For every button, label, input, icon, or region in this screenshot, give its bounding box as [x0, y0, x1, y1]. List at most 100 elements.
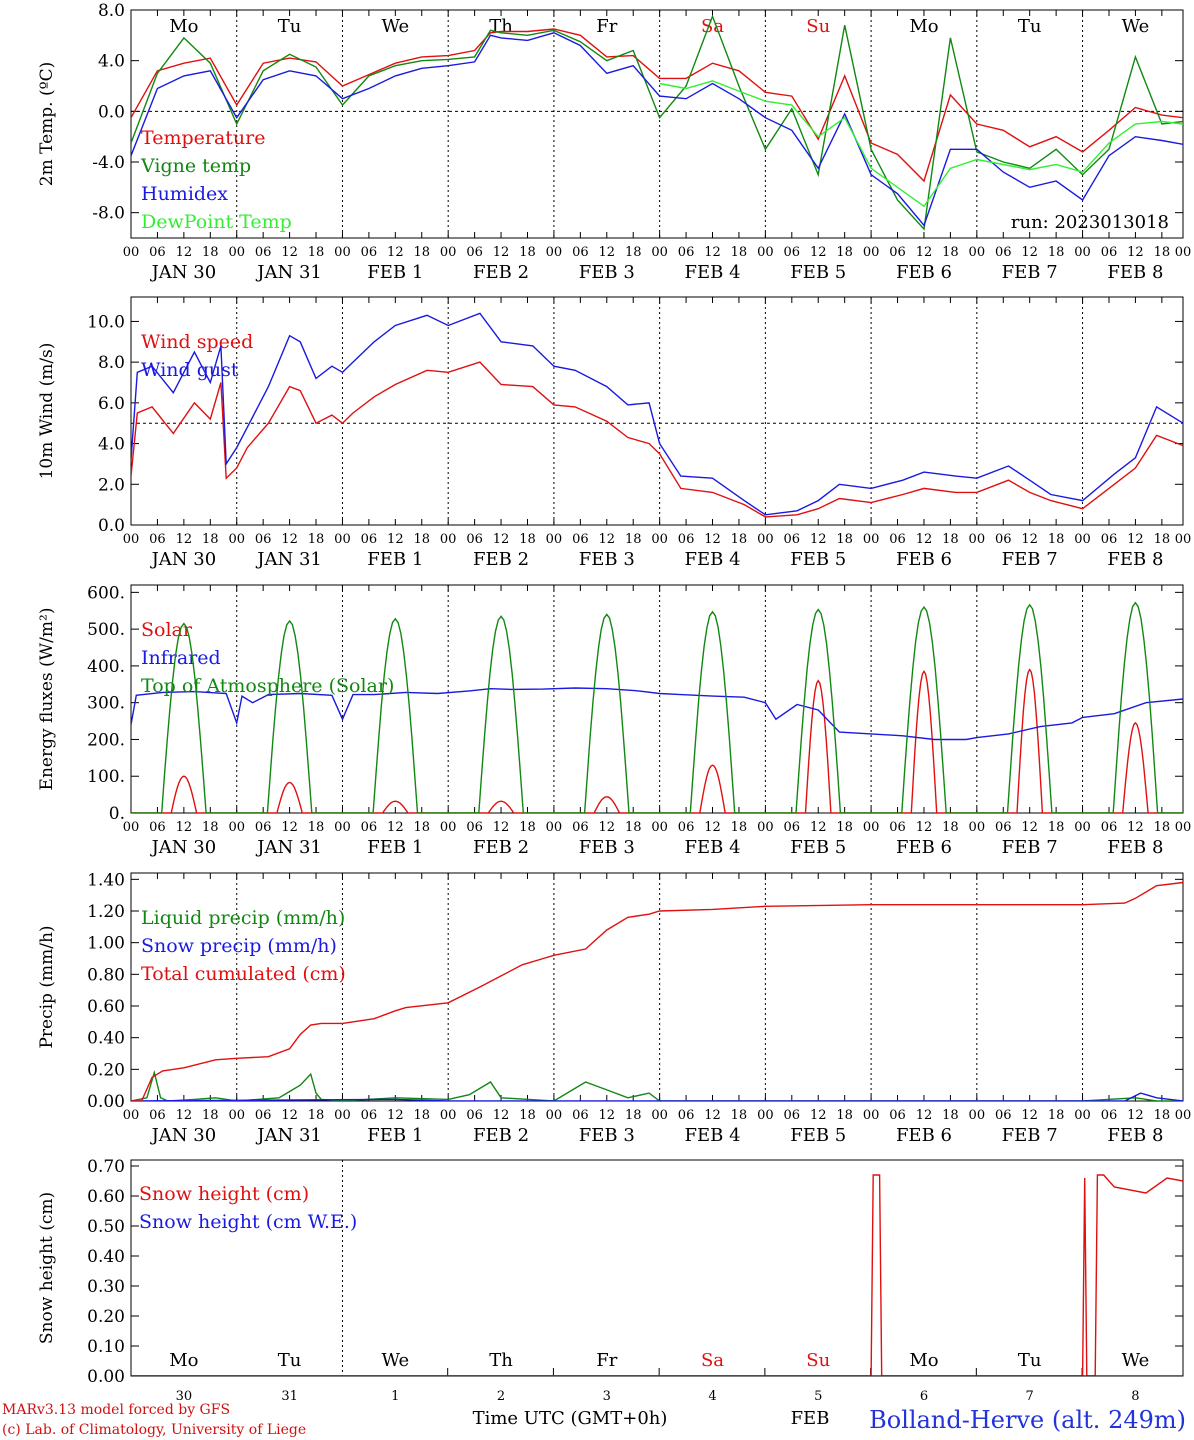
- date-label: FEB 4: [684, 549, 740, 570]
- day-number-label: 5: [814, 1389, 822, 1404]
- y-tick-label: 1.00: [87, 934, 125, 954]
- hour-tick-label: 18: [731, 1108, 748, 1123]
- panel-precip: 1.40 1.20 1.00 0.80 0.60 0.40 0.20 0.00 Precip (…: [37, 870, 1191, 1146]
- hour-tick-label: 06: [466, 820, 483, 835]
- hour-tick-label: 00: [123, 532, 140, 547]
- hour-tick-label: 18: [413, 532, 430, 547]
- hour-tick-label: 00: [1074, 245, 1091, 260]
- y-tick-label: 500.: [87, 620, 125, 640]
- hour-tick-label: 12: [387, 820, 404, 835]
- weekday-label: We: [381, 16, 409, 37]
- y-tick-label: 400.: [87, 657, 125, 677]
- day-number-label: 8: [1131, 1389, 1139, 1404]
- series-line-energy-0: [131, 668, 1183, 813]
- hour-tick-label: 00: [334, 820, 351, 835]
- hour-tick-label: 00: [334, 1108, 351, 1123]
- series-line-temp-3: [659, 80, 1183, 208]
- x-axis-label: Time UTC (GMT+0h): [473, 1408, 668, 1429]
- hour-tick-label: 18: [202, 1108, 219, 1123]
- date-label: FEB 4: [684, 837, 740, 858]
- legend-entry: Snow height (cm): [139, 1183, 309, 1205]
- hour-tick-label: 18: [836, 820, 853, 835]
- legend-entry: Wind gust: [141, 359, 239, 381]
- hour-tick-label: 18: [519, 245, 536, 260]
- hour-tick-label: 12: [599, 245, 616, 260]
- hour-tick-label: 12: [599, 532, 616, 547]
- hour-tick-label: 12: [493, 820, 510, 835]
- hour-tick-label: 18: [1154, 1108, 1171, 1123]
- hour-tick-label: 06: [255, 1108, 272, 1123]
- weekday-label: Fr: [596, 1350, 617, 1371]
- hour-tick-label: 12: [387, 245, 404, 260]
- hour-tick-label: 18: [202, 532, 219, 547]
- weekday-label: Su: [806, 1350, 830, 1371]
- weekday-label: Tu: [1018, 1350, 1042, 1371]
- hour-tick-label: 06: [572, 245, 589, 260]
- hour-tick-label: 00: [969, 820, 986, 835]
- plot-frame: [130, 296, 1184, 526]
- hour-tick-label: 00: [757, 1108, 774, 1123]
- hour-tick-label: 06: [995, 532, 1012, 547]
- hour-tick-label: 12: [916, 1108, 933, 1123]
- legend-entry: Infrared: [141, 647, 221, 669]
- y-tick-label: 10.0: [87, 312, 125, 332]
- date-label: JAN 31: [255, 1125, 322, 1146]
- date-label: FEB 3: [579, 1125, 635, 1146]
- y-tick-label: 0.00: [87, 1092, 125, 1112]
- hour-tick-label: 12: [1021, 820, 1038, 835]
- series-line-temp-1: [131, 14, 1183, 231]
- hour-tick-label: 12: [281, 245, 298, 260]
- y-tick-label: 1.40: [87, 870, 125, 890]
- hour-tick-label: 18: [202, 820, 219, 835]
- y-tick-label: 4.0: [98, 52, 125, 72]
- date-label: FEB 8: [1107, 837, 1163, 858]
- hour-tick-label: 06: [149, 1108, 166, 1123]
- y-tick-label: 0.30: [87, 1277, 125, 1297]
- hour-tick-label: 18: [942, 1108, 959, 1123]
- y-tick-label: 0.10: [87, 1337, 125, 1357]
- series-line-energy-2: [131, 601, 1183, 813]
- hour-tick-label: 06: [572, 820, 589, 835]
- bottom-month-label: FEB: [791, 1408, 830, 1429]
- y-tick-label: 1.20: [87, 902, 125, 922]
- hour-tick-label: 12: [176, 245, 193, 260]
- y-tick-label: 0.0: [98, 516, 125, 536]
- y-tick-label: 100.: [87, 767, 125, 787]
- hour-tick-label: 06: [1101, 245, 1118, 260]
- hour-tick-label: 06: [361, 1108, 378, 1123]
- weekday-label: Mo: [909, 16, 938, 37]
- hour-tick-label: 18: [1048, 820, 1065, 835]
- hour-tick-label: 18: [836, 532, 853, 547]
- hour-tick-label: 00: [969, 245, 986, 260]
- date-label: FEB 4: [684, 1125, 740, 1146]
- panel-snow: 0.70 0.60 0.50 0.40 0.30 0.20 0.10 0.00 Snow hei…: [37, 1157, 1184, 1404]
- y-tick-label: 0.20: [87, 1307, 125, 1327]
- hour-tick-label: 12: [176, 532, 193, 547]
- hour-tick-label: 00: [1074, 1108, 1091, 1123]
- y-tick-label: 0.50: [87, 1217, 125, 1237]
- y-tick-label: 0.80: [87, 965, 125, 985]
- legend-entry: Total cumulated (cm): [141, 963, 346, 985]
- y-tick-label: 0.40: [87, 1029, 125, 1049]
- hour-tick-label: 18: [625, 532, 642, 547]
- hour-tick-label: 18: [942, 245, 959, 260]
- hour-tick-label: 00: [440, 820, 457, 835]
- y-tick-label: 8.0: [98, 1, 125, 21]
- hour-tick-label: 00: [228, 1108, 245, 1123]
- day-number-label: 7: [1026, 1389, 1034, 1404]
- date-label: FEB 2: [473, 1125, 529, 1146]
- hour-tick-label: 18: [308, 532, 325, 547]
- hour-tick-label: 18: [308, 820, 325, 835]
- hour-tick-label: 00: [863, 532, 880, 547]
- y-axis-label: Energy fluxes (W/m²): [37, 608, 57, 791]
- legend-entry: Snow precip (mm/h): [141, 935, 337, 957]
- hour-tick-label: 18: [836, 1108, 853, 1123]
- hour-tick-label: 18: [1048, 1108, 1065, 1123]
- hour-tick-label: 06: [678, 820, 695, 835]
- legend-entry: Top of Atmosphere (Solar): [141, 675, 394, 697]
- hour-tick-label: 00: [969, 532, 986, 547]
- hour-tick-label: 12: [810, 1108, 827, 1123]
- hour-tick-label: 06: [678, 1108, 695, 1123]
- hour-tick-label: 12: [810, 245, 827, 260]
- hour-tick-label: 00: [757, 820, 774, 835]
